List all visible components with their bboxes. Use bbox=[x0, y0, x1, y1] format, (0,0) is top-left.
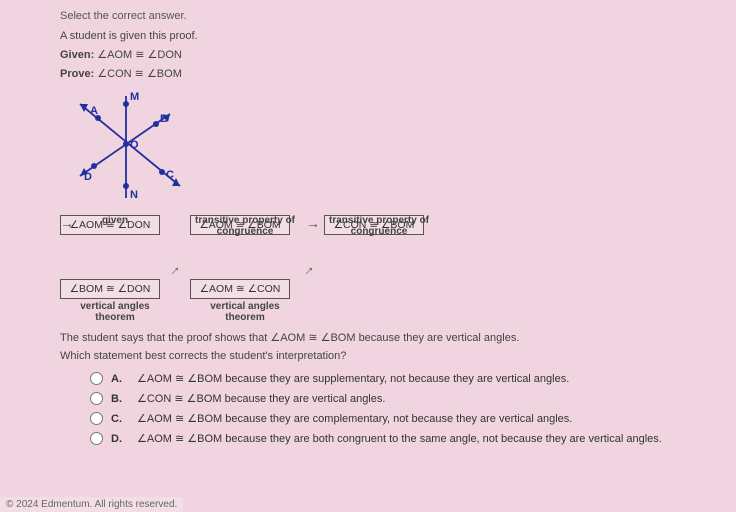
given-label: Given: bbox=[60, 49, 94, 61]
option-d[interactable]: D. ∠AOM ≅ ∠BOM because they are both con… bbox=[90, 432, 726, 445]
svg-text:D: D bbox=[84, 171, 92, 183]
proof-intro: A student is given this proof. bbox=[60, 30, 726, 42]
copyright-footer: © 2024 Edmentum. All rights reserved. bbox=[0, 497, 183, 512]
student-claim: The student says that the proof shows th… bbox=[60, 331, 726, 344]
flow-box-5: ∠AOM ≅ ∠CON bbox=[190, 279, 290, 299]
flow-caption-1: given bbox=[60, 215, 170, 226]
option-c[interactable]: C. ∠AOM ≅ ∠BOM because they are compleme… bbox=[90, 412, 726, 425]
option-a[interactable]: A. ∠AOM ≅ ∠BOM because they are suppleme… bbox=[90, 372, 726, 385]
radio-b[interactable] bbox=[90, 392, 103, 405]
instruction-text: Select the correct answer. bbox=[60, 10, 726, 22]
arrow-icon: → bbox=[60, 215, 74, 231]
radio-c[interactable] bbox=[90, 412, 103, 425]
arrow-icon: → bbox=[296, 258, 317, 279]
option-text: ∠AOM ≅ ∠BOM because they are supplementa… bbox=[137, 372, 569, 385]
option-letter: A. bbox=[111, 373, 129, 385]
flow-caption-2: transitive property of congruence bbox=[190, 215, 300, 237]
option-text: ∠CON ≅ ∠BOM because they are vertical an… bbox=[137, 392, 385, 405]
option-letter: B. bbox=[111, 393, 129, 405]
option-letter: C. bbox=[111, 413, 129, 425]
option-text: ∠AOM ≅ ∠BOM because they are complementa… bbox=[137, 412, 572, 425]
svg-text:N: N bbox=[130, 189, 138, 201]
flow-caption-3: transitive property of congruence bbox=[324, 215, 434, 237]
arrow-icon: → bbox=[162, 258, 183, 279]
prove-line: Prove: ∠CON ≅ ∠BOM bbox=[60, 67, 726, 80]
flow-caption-5: vertical angles theorem bbox=[190, 301, 300, 323]
given-line: Given: ∠AOM ≅ ∠DON bbox=[60, 48, 726, 61]
flow-caption-4: vertical angles theorem bbox=[60, 301, 170, 323]
given-expr: ∠AOM ≅ ∠DON bbox=[97, 49, 182, 61]
svg-text:B: B bbox=[160, 113, 168, 125]
svg-text:O: O bbox=[130, 139, 139, 151]
option-b[interactable]: B. ∠CON ≅ ∠BOM because they are vertical… bbox=[90, 392, 726, 405]
question-prompt: Which statement best corrects the studen… bbox=[60, 350, 726, 362]
geometry-diagram: A M B O D N C bbox=[60, 86, 726, 209]
proof-flowchart: ∠AOM ≅ ∠DON given → ∠AOM ≅ ∠BOM transiti… bbox=[60, 215, 660, 325]
prove-expr: ∠CON ≅ ∠BOM bbox=[97, 68, 182, 80]
arrow-icon: → bbox=[306, 215, 320, 231]
radio-d[interactable] bbox=[90, 432, 103, 445]
prove-label: Prove: bbox=[60, 68, 94, 80]
option-text: ∠AOM ≅ ∠BOM because they are both congru… bbox=[137, 432, 662, 445]
flow-box-4: ∠BOM ≅ ∠DON bbox=[60, 279, 160, 299]
svg-text:A: A bbox=[90, 105, 98, 117]
option-letter: D. bbox=[111, 433, 129, 445]
svg-text:M: M bbox=[130, 91, 139, 103]
svg-text:C: C bbox=[166, 169, 174, 181]
radio-a[interactable] bbox=[90, 372, 103, 385]
answer-options: A. ∠AOM ≅ ∠BOM because they are suppleme… bbox=[90, 372, 726, 445]
